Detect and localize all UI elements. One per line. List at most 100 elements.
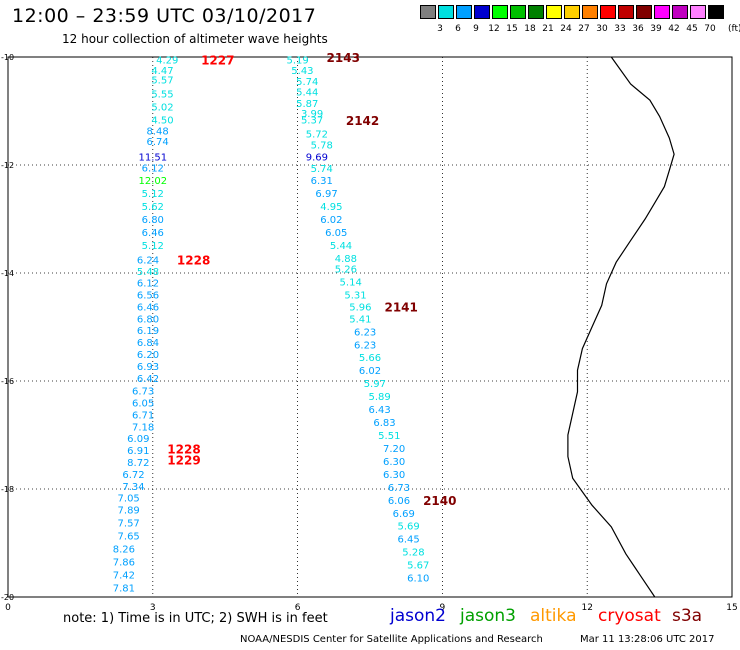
wave-height-value: 7.05 (118, 494, 140, 505)
wave-height-value: 5.28 (402, 548, 424, 559)
wave-height-value: 6.97 (315, 189, 337, 200)
map-subtitle: 12 hour collection of altimeter wave hei… (62, 32, 328, 46)
footer-note: note: 1) Time is in UTC; 2) SWH is in fe… (63, 611, 328, 626)
wave-height-value: 4.50 (151, 116, 173, 127)
wave-height-value: 5.72 (306, 130, 328, 141)
colorbar-swatch (474, 5, 490, 19)
wave-height-value: 7.89 (118, 506, 140, 517)
wave-height-value: 6.10 (407, 574, 429, 585)
pass-label: 2142 (346, 114, 379, 128)
x-tick-label: 6 (295, 603, 301, 613)
wave-height-value: 7.86 (113, 557, 135, 568)
wave-height-value: 5.78 (311, 140, 333, 151)
colorbar-label: 21 (542, 24, 554, 34)
wave-height-value: 5.31 (344, 291, 366, 302)
wave-height-value: 4.47 (151, 66, 173, 77)
colorbar-swatch (420, 5, 436, 19)
colorbar-swatch (510, 5, 526, 19)
legend-altika: altika (530, 606, 577, 626)
pass-label: 1227 (201, 54, 234, 68)
generated-timestamp: Mar 11 13:28:06 UTC 2017 (580, 634, 715, 645)
wave-height-value: 6.02 (359, 366, 381, 377)
wave-height-value: 6.56 (137, 291, 159, 302)
wave-height-value: 5.41 (349, 314, 371, 325)
pass-label: 1229 (167, 453, 200, 467)
x-tick-label: 3 (150, 603, 156, 613)
wave-height-value: 6.23 (354, 327, 376, 338)
wave-height-value: 7.65 (118, 531, 140, 542)
colorbar-swatch (456, 5, 472, 19)
colorbar-label: 18 (524, 24, 536, 34)
y-tick-label: -12 (1, 161, 14, 170)
wave-height-value: 6.31 (311, 176, 333, 187)
pass-label: 1228 (177, 254, 210, 268)
x-tick-label: 9 (440, 603, 446, 613)
wave-height-value: 6.12 (137, 279, 159, 290)
x-tick-label: 12 (581, 603, 592, 613)
wave-height-value: 12.02 (138, 176, 167, 187)
colorbar-label: 12 (488, 24, 500, 34)
wave-height-value: 5.12 (142, 189, 164, 200)
wave-height-value: 5.19 (286, 56, 308, 67)
colorbar-swatch (636, 5, 652, 19)
wave-height-value: 5.74 (311, 164, 333, 175)
pass-label: 1228 (167, 443, 200, 457)
colorbar-swatch (492, 5, 508, 19)
wave-height-value: 6.71 (132, 410, 154, 421)
wave-height-value: 5.02 (151, 103, 173, 114)
wave-height-value: 6.83 (373, 418, 395, 429)
colorbar-label: 70 (704, 24, 716, 34)
wave-height-value: 8.48 (146, 126, 168, 137)
colorbar-swatch (528, 5, 544, 19)
map-frame (7, 56, 733, 598)
y-tick-label: -20 (1, 593, 14, 602)
wave-height-value: 11.51 (138, 152, 167, 163)
y-tick-label: -16 (1, 377, 14, 386)
colorbar-swatch (564, 5, 580, 19)
colorbar-label: 39 (650, 24, 662, 34)
wave-height-value: 5.48 (137, 267, 159, 278)
wave-height-value: 7.18 (132, 422, 154, 433)
wave-height-value: 6.05 (325, 228, 347, 239)
wave-height-value: 5.43 (291, 66, 313, 77)
wave-height-value: 6.91 (127, 446, 149, 457)
credit-line: NOAA/NESDIS Center for Satellite Applica… (240, 634, 543, 645)
wave-height-value: 5.74 (296, 77, 318, 88)
wave-height-value: 5.97 (364, 379, 386, 390)
colorbar-swatch (672, 5, 688, 19)
wave-height-value: 5.62 (142, 202, 164, 213)
wave-height-value: 6.43 (369, 405, 391, 416)
wave-height-value: 6.69 (393, 509, 415, 520)
colorbar-unit: (ft) (728, 24, 740, 34)
legend-jason3: jason3 (460, 606, 516, 626)
colorbar-label: 9 (473, 24, 479, 34)
wave-height-value: 7.42 (113, 570, 135, 581)
y-tick-label: -18 (1, 485, 14, 494)
wave-height-value: 3.99 (301, 109, 323, 120)
colorbar-swatch (600, 5, 616, 19)
wave-height-value: 5.26 (335, 265, 357, 276)
pass-label: 2140 (423, 494, 456, 508)
colorbar-label: 24 (560, 24, 572, 34)
wave-height-value: 6.06 (388, 496, 410, 507)
wave-height-value: 5.44 (296, 88, 318, 99)
wave-height-value: 6.73 (388, 483, 410, 494)
wave-height-value: 6.12 (142, 164, 164, 175)
colorbar-swatch (654, 5, 670, 19)
x-tick-label: 0 (5, 603, 11, 613)
wave-height-value: 6.46 (137, 302, 159, 313)
colorbar-label: 30 (596, 24, 608, 34)
coastline (567, 56, 675, 598)
pass-label: 2141 (384, 300, 417, 314)
wave-height-value: 7.81 (113, 583, 135, 594)
wave-height-value: 5.69 (397, 522, 419, 533)
x-tick-label: 15 (726, 603, 737, 613)
wave-height-value: 7.20 (383, 444, 405, 455)
colorbar-label: 6 (455, 24, 461, 34)
wave-height-value: 5.96 (349, 302, 371, 313)
colorbar-swatch (618, 5, 634, 19)
wave-height-value: 5.37 (301, 116, 323, 127)
y-tick-label: -10 (1, 53, 14, 62)
colorbar-swatch (708, 5, 724, 19)
wave-height-value: 6.02 (320, 215, 342, 226)
